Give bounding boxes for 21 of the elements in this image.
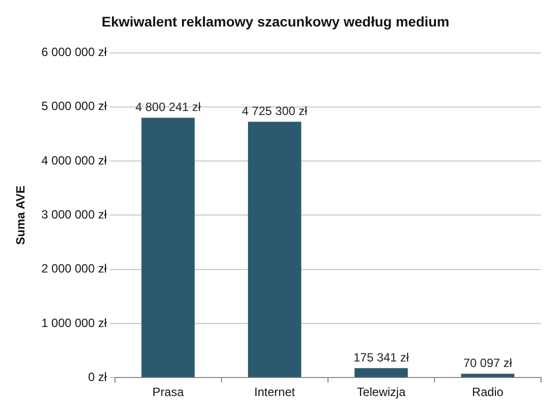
y-axis-title: Suma AVE [14,186,28,245]
bar [354,368,408,378]
bar [461,374,514,378]
x-tick-label: Internet [254,385,296,400]
data-label: 4 725 300 zł [242,104,308,118]
x-tick-label: Prasa [152,385,184,400]
y-tick-label: 2 000 000 zł [41,262,108,276]
y-tick-label: 3 000 000 zł [41,208,108,222]
y-tick-label: 4 000 000 zł [41,153,108,168]
bar [248,122,302,378]
y-tick-label: 0 zł [88,370,108,384]
x-tick-label: Radio [472,385,504,400]
y-tick-label: 6 000 000 zł [41,45,108,60]
y-tick-label: 1 000 000 zł [41,316,108,330]
bar [141,118,195,378]
data-label: 70 097 zł [463,356,512,370]
data-label: 175 341 zł [353,350,410,364]
y-tick-label: 5 000 000 zł [41,99,108,114]
chart-title: Ekwiwalent reklamowy szacunkowy według medium [102,13,450,30]
x-tick-label: Telewizja [356,385,406,400]
data-label: 4 800 241 zł [135,100,202,114]
